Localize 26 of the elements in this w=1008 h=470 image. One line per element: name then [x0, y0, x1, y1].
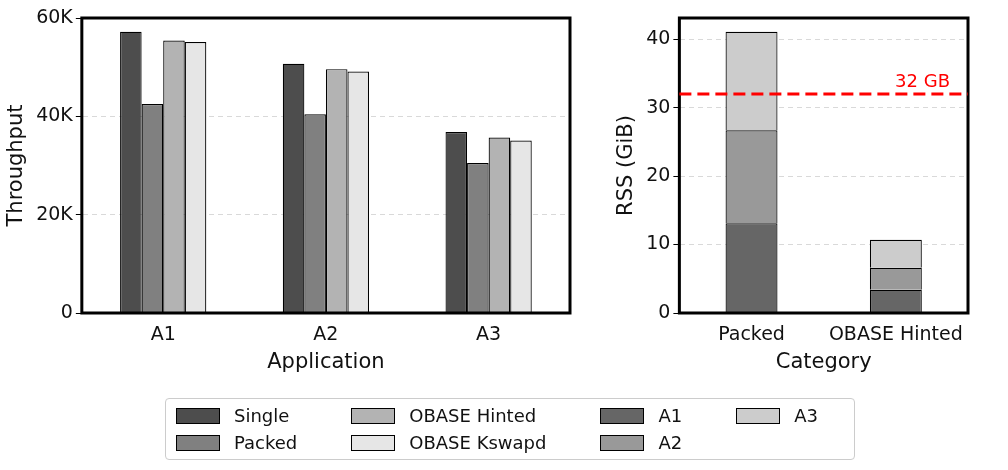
x-axis-title: Application: [267, 348, 385, 373]
y-tick-label: 30: [646, 94, 671, 117]
legend-label: OBASE Kswapd: [409, 432, 547, 453]
x-tick-label: A2: [313, 322, 339, 345]
ref-line-label: 32 GB: [895, 69, 950, 91]
legend-label: A1: [658, 405, 683, 426]
legend-label: Single: [234, 405, 290, 426]
y-tick-label: 20K: [36, 201, 74, 224]
x-axis-title: Category: [775, 348, 872, 373]
y-tick-label: 0: [60, 299, 73, 322]
x-tick-label: A3: [476, 322, 502, 345]
y-tick-label: 0: [658, 299, 671, 322]
y-tick-label: 40: [646, 26, 671, 49]
y-tick-label: 60K: [36, 4, 74, 27]
x-tick-label: A1: [150, 322, 176, 345]
y-tick-label: 40K: [36, 103, 74, 126]
y-tick-label: 10: [646, 231, 671, 254]
x-tick-label: Packed: [718, 322, 785, 345]
legend-label: A2: [658, 432, 683, 453]
legend-label: OBASE Hinted: [409, 405, 537, 426]
legend-label: A3: [794, 405, 818, 426]
x-tick-label: OBASE Hinted: [828, 322, 963, 345]
legend-label: Packed: [234, 432, 298, 453]
y-axis-title: Throughput: [3, 104, 28, 228]
y-axis-title: RSS (GiB): [613, 115, 638, 216]
y-tick-label: 20: [646, 163, 671, 186]
